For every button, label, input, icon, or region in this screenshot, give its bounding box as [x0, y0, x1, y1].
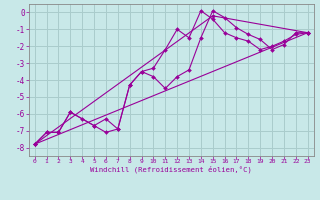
X-axis label: Windchill (Refroidissement éolien,°C): Windchill (Refroidissement éolien,°C): [90, 166, 252, 173]
